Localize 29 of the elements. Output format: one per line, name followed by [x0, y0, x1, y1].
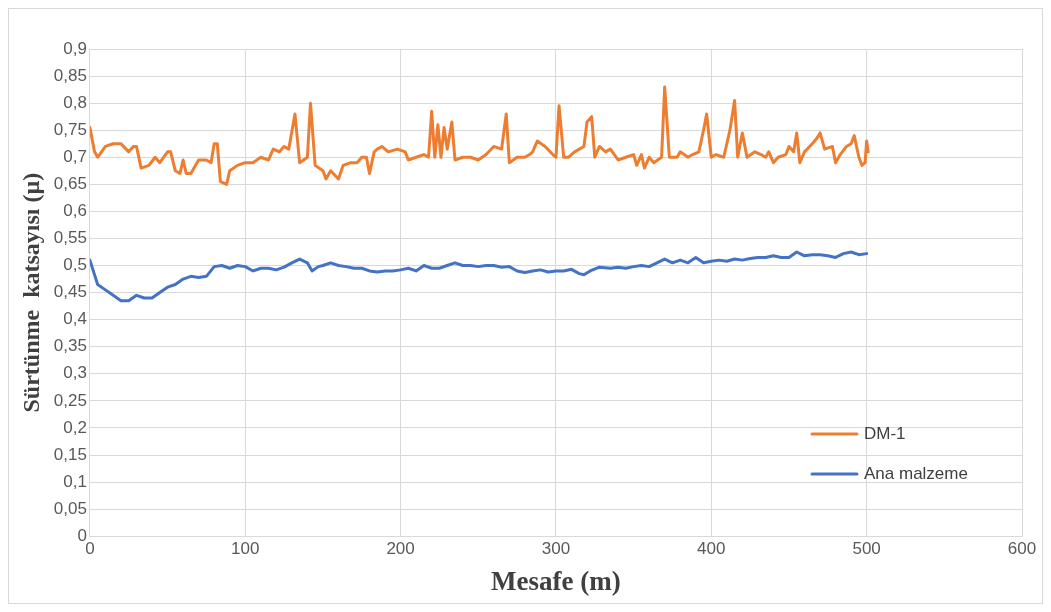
x-tick-label: 100	[231, 539, 260, 559]
y-tick-label: 0,05	[53, 498, 87, 518]
y-tick-label: 0,3	[63, 363, 87, 383]
x-tick-label: 200	[386, 539, 415, 559]
y-tick-label: 0,5	[63, 255, 87, 275]
y-tick-label: 0,85	[53, 65, 87, 85]
legend-label: DM-1	[864, 423, 906, 443]
y-tick-label: 0,35	[53, 336, 87, 356]
y-tick-label: 0,75	[53, 119, 87, 139]
y-tick-label: 0,15	[53, 444, 87, 464]
y-tick-label: 0,2	[63, 417, 87, 437]
y-tick-label: 0,25	[53, 390, 87, 410]
y-tick-label: 0,4	[63, 309, 87, 329]
y-tick-label: 0,1	[63, 471, 87, 491]
x-tick-label: 500	[852, 539, 881, 559]
y-tick-label: 0,65	[53, 174, 87, 194]
x-tick-label: 400	[697, 539, 726, 559]
y-tick-label: 0	[77, 525, 87, 545]
legend-label: Ana malzeme	[864, 463, 968, 483]
y-tick-label: 0,7	[63, 146, 87, 166]
x-tick-label: 300	[541, 539, 571, 559]
y-axis-title: Sürtünme katsayısı (µ)	[17, 172, 44, 413]
y-tick-label: 0,45	[53, 282, 87, 302]
x-axis-title: Mesafe (m)	[491, 565, 621, 596]
y-tick-label: 0,6	[63, 201, 87, 221]
y-tick-label: 0,9	[63, 38, 87, 58]
x-tick-label: 600	[1007, 539, 1037, 559]
y-tick-label: 0,55	[53, 228, 87, 248]
y-tick-label: 0,8	[63, 92, 87, 112]
